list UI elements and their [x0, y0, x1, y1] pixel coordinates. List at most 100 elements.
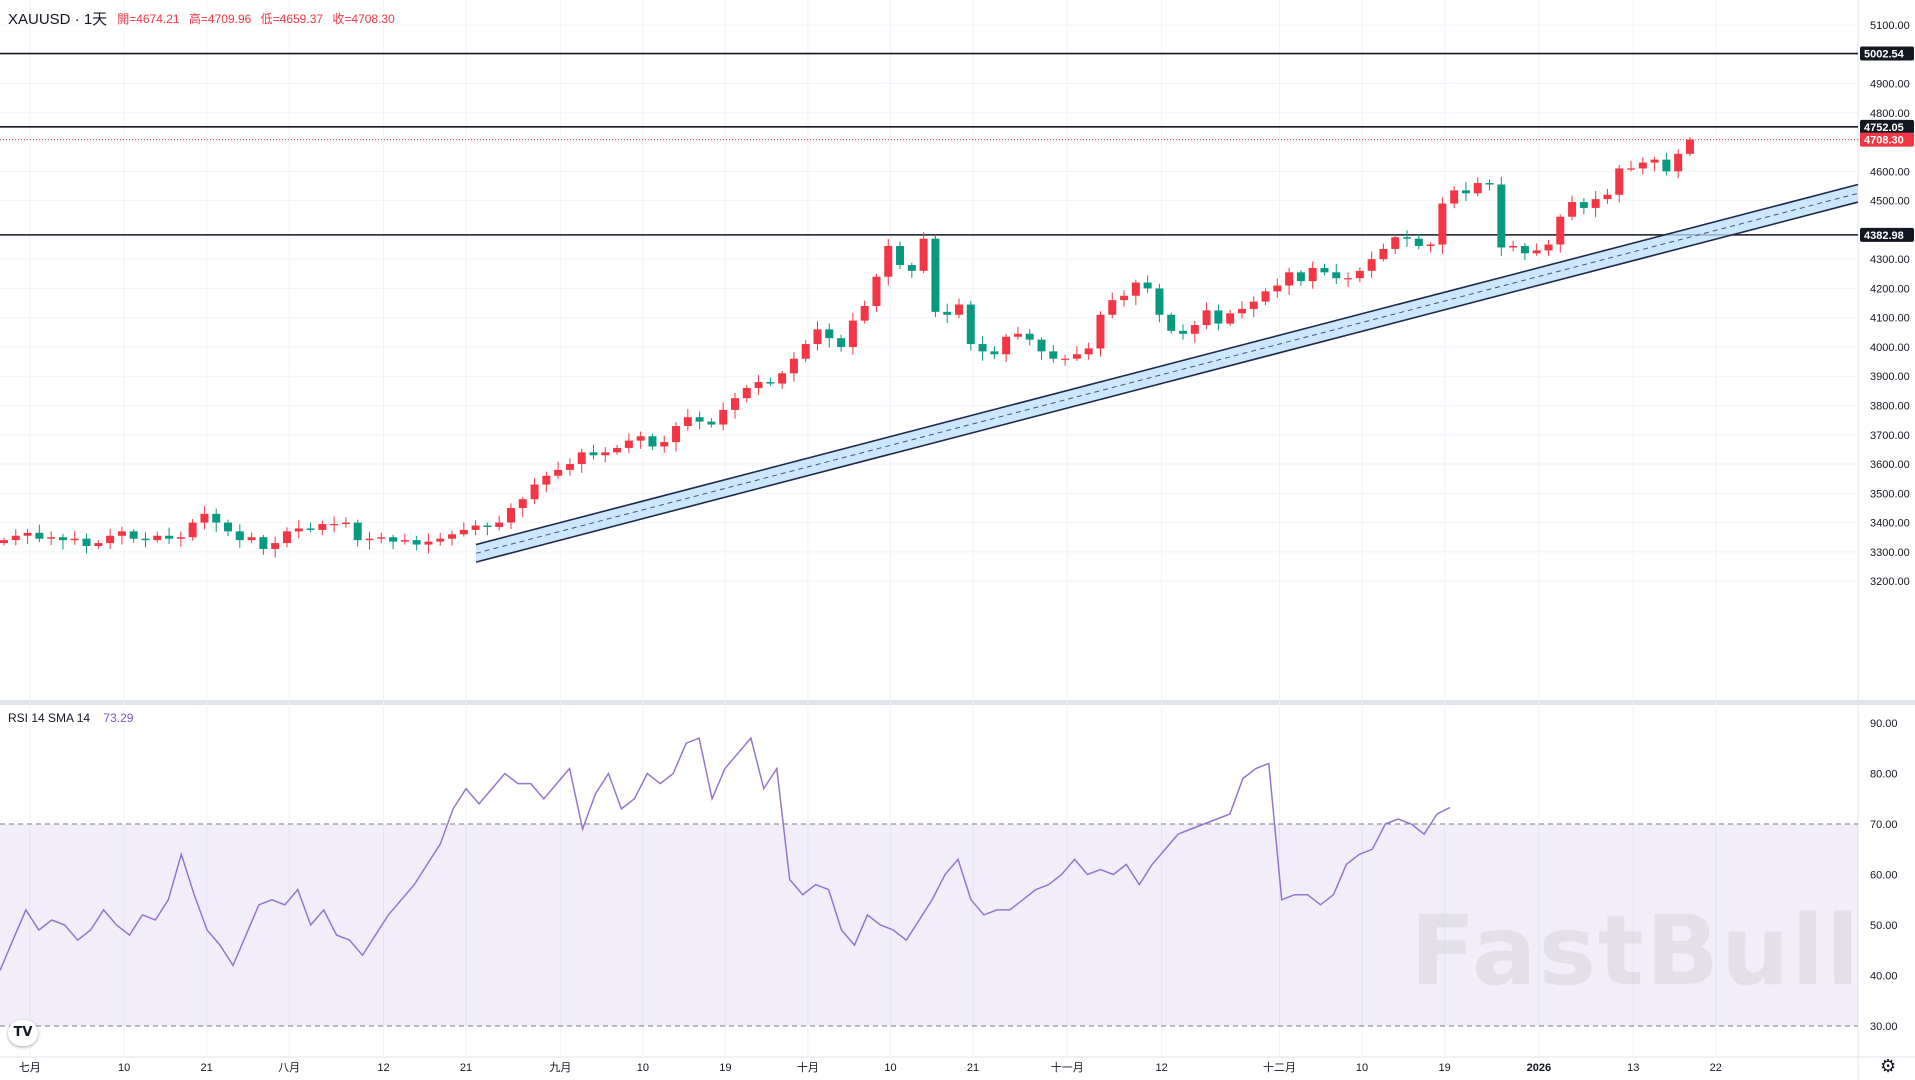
candle-body — [1332, 272, 1341, 279]
candle-body — [235, 531, 244, 541]
candle-body — [1497, 184, 1506, 248]
candle-body — [1108, 300, 1117, 315]
rsi-tick-label: 40.00 — [1870, 971, 1898, 983]
candle-body — [848, 320, 857, 347]
price-tick-label: 4800.00 — [1870, 108, 1910, 120]
candle-body — [495, 522, 504, 527]
candle-body — [459, 529, 468, 535]
rsi-tick-label: 80.00 — [1870, 769, 1898, 781]
candle-body — [35, 532, 44, 539]
candle-body — [200, 513, 209, 523]
candle-body — [990, 351, 999, 355]
candle-body — [1685, 139, 1694, 154]
price-tick-label: 4100.00 — [1870, 313, 1910, 325]
price-tick-label: 4900.00 — [1870, 79, 1910, 91]
symbol-label[interactable]: XAUUSD · 1天 — [8, 11, 108, 28]
candle-body — [1344, 278, 1353, 280]
last-price-label: 4708.30 — [1864, 135, 1904, 147]
candle-body — [1426, 244, 1435, 246]
candle-body — [188, 522, 197, 538]
candle-body — [896, 245, 905, 266]
candle-body — [1296, 272, 1305, 282]
candle-body — [129, 531, 138, 539]
price-tick-label: 3600.00 — [1870, 459, 1910, 471]
candle-body — [1520, 245, 1529, 254]
price-tick-label: 3700.00 — [1870, 430, 1910, 442]
candle-body — [1037, 339, 1046, 352]
candle-body — [530, 484, 539, 500]
candle-body — [176, 537, 185, 539]
candle-body — [318, 524, 327, 530]
candle-body — [1249, 301, 1258, 309]
candle-body — [1131, 282, 1140, 296]
candle-body — [1450, 190, 1459, 204]
candle-body — [294, 528, 303, 532]
candle-body — [1615, 168, 1624, 195]
candle-body — [1214, 310, 1223, 324]
rsi-line — [0, 736, 1451, 971]
rsi-current-value: 73.29 — [103, 711, 134, 725]
candle-body — [1202, 310, 1211, 326]
time-tick-label: 19 — [719, 1062, 731, 1074]
candle-body — [1273, 285, 1282, 292]
candle-body — [1579, 202, 1588, 208]
candle-body — [577, 452, 586, 465]
candle-body — [1544, 244, 1553, 251]
candle-body — [683, 417, 692, 426]
candle-body — [377, 537, 386, 539]
candle-body — [1414, 238, 1423, 246]
candle-body — [353, 522, 362, 541]
candle-body — [542, 475, 551, 485]
price-tick-label: 4000.00 — [1870, 342, 1910, 354]
candle-body — [1013, 333, 1022, 337]
rsi-tick-label: 60.00 — [1870, 870, 1898, 882]
tradingview-logo-icon[interactable]: TV — [8, 1020, 38, 1046]
candle-body — [966, 304, 975, 345]
candle-body — [1556, 216, 1565, 245]
candle-body — [1650, 159, 1659, 163]
candle-body — [212, 513, 221, 523]
candle-body — [224, 522, 233, 532]
candle-body — [884, 245, 893, 277]
time-tick-label: 21 — [460, 1062, 472, 1074]
candle-body — [23, 532, 32, 536]
price-tick-label: 4600.00 — [1870, 166, 1910, 178]
candle-body — [1320, 267, 1329, 273]
candle-body — [1568, 202, 1577, 217]
candle-body — [648, 436, 657, 447]
candle-body — [1438, 203, 1447, 245]
candle-body — [1379, 248, 1388, 260]
rsi-legend[interactable]: RSI 14 SMA 14 73.29 — [8, 711, 133, 725]
candle-body — [589, 452, 598, 456]
candle-body — [837, 338, 846, 347]
time-tick-label: 九月 — [549, 1061, 571, 1074]
price-axis: 5100.00 4900.00 4800.00 4600.00 4500.00 4300.… — [1860, 20, 1914, 1033]
rsi-indicator-label: RSI 14 SMA 14 — [8, 711, 91, 725]
candle-body — [730, 398, 739, 410]
level-price-tag — [1860, 227, 1914, 242]
candle-body — [483, 525, 492, 527]
level-price-tag — [1860, 46, 1914, 61]
candle-body — [636, 436, 645, 441]
candle-body — [1391, 237, 1400, 249]
time-tick-label: 19 — [1438, 1062, 1450, 1074]
channel-lower-line — [475, 201, 1859, 563]
candle-body — [306, 528, 315, 530]
gear-icon[interactable]: ⚙ — [1880, 1056, 1897, 1077]
candle-body — [0, 540, 8, 544]
candle-body — [1143, 282, 1152, 289]
level-price-label: 5002.54 — [1864, 49, 1905, 61]
candle-body — [1061, 358, 1070, 360]
price-tick-label: 3500.00 — [1870, 488, 1910, 500]
candle-body — [424, 541, 433, 545]
time-axis: 七月 10 21 八月 12 21 九月 10 19 十月 10 21 十一月 12 十二月 10 19 2026… — [19, 1060, 1722, 1074]
candle-body — [1627, 168, 1636, 170]
candle-body — [1638, 162, 1647, 169]
channel-upper-line — [475, 183, 1859, 546]
candle-body — [1049, 351, 1058, 359]
rsi-pane — [0, 736, 1858, 1027]
candle-body — [1285, 272, 1294, 286]
horizontal-levels — [0, 52, 1858, 236]
low-value: 低=4659.37 — [260, 12, 324, 26]
